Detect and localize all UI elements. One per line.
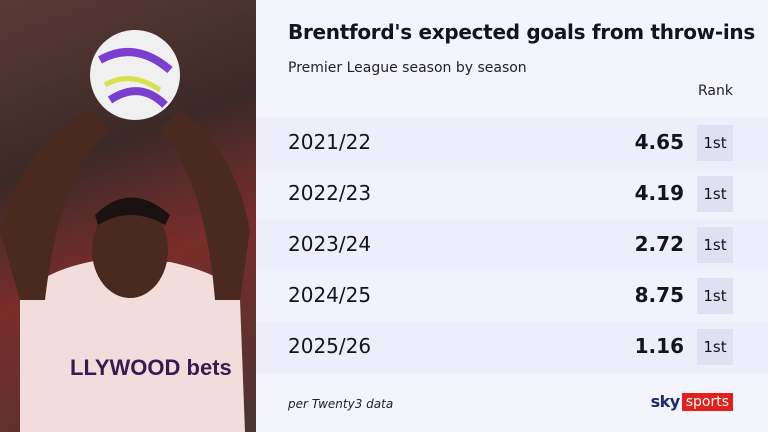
rank-badge: 1st bbox=[697, 278, 733, 314]
season-label: 2022/23 bbox=[288, 181, 372, 205]
xg-value: 4.19 bbox=[634, 181, 684, 205]
table-row: 2022/23 4.19 1st bbox=[256, 169, 768, 220]
source-note: per Twenty3 data bbox=[288, 397, 394, 411]
sky-sports-logo: sky sports bbox=[651, 392, 733, 411]
chart-subtitle: Premier League season by season bbox=[288, 60, 527, 76]
season-label: 2025/26 bbox=[288, 334, 372, 358]
season-label: 2023/24 bbox=[288, 232, 372, 256]
season-label: 2024/25 bbox=[288, 283, 372, 307]
player-photo: LLYWOOD bets bbox=[0, 0, 256, 432]
xg-value: 2.72 bbox=[634, 232, 684, 256]
xg-value: 4.65 bbox=[634, 130, 684, 154]
rank-column-header: Rank bbox=[698, 83, 733, 99]
season-label: 2021/22 bbox=[288, 130, 372, 154]
table-row: 2021/22 4.65 1st bbox=[256, 118, 768, 169]
rank-badge: 1st bbox=[697, 329, 733, 365]
stats-panel: Brentford's expected goals from throw-in… bbox=[256, 0, 768, 432]
rank-badge: 1st bbox=[697, 125, 733, 161]
season-table: 2021/22 4.65 1st 2022/23 4.19 1st 2023/24 2.72 1… bbox=[256, 118, 768, 373]
xg-value: 8.75 bbox=[634, 283, 684, 307]
rank-badge: 1st bbox=[697, 176, 733, 212]
table-row: 2024/25 8.75 1st bbox=[256, 271, 768, 322]
xg-value: 1.16 bbox=[634, 334, 684, 358]
player-illustration: LLYWOOD bets bbox=[0, 30, 250, 432]
rank-badge: 1st bbox=[697, 227, 733, 263]
table-row: 2025/26 1.16 1st bbox=[256, 322, 768, 373]
logo-sky: sky bbox=[650, 392, 681, 411]
table-row: 2023/24 2.72 1st bbox=[256, 220, 768, 271]
svg-text:LLYWOOD bets: LLYWOOD bets bbox=[70, 355, 232, 380]
logo-sports: sports bbox=[681, 392, 733, 411]
chart-title: Brentford's expected goals from throw-in… bbox=[288, 20, 755, 44]
